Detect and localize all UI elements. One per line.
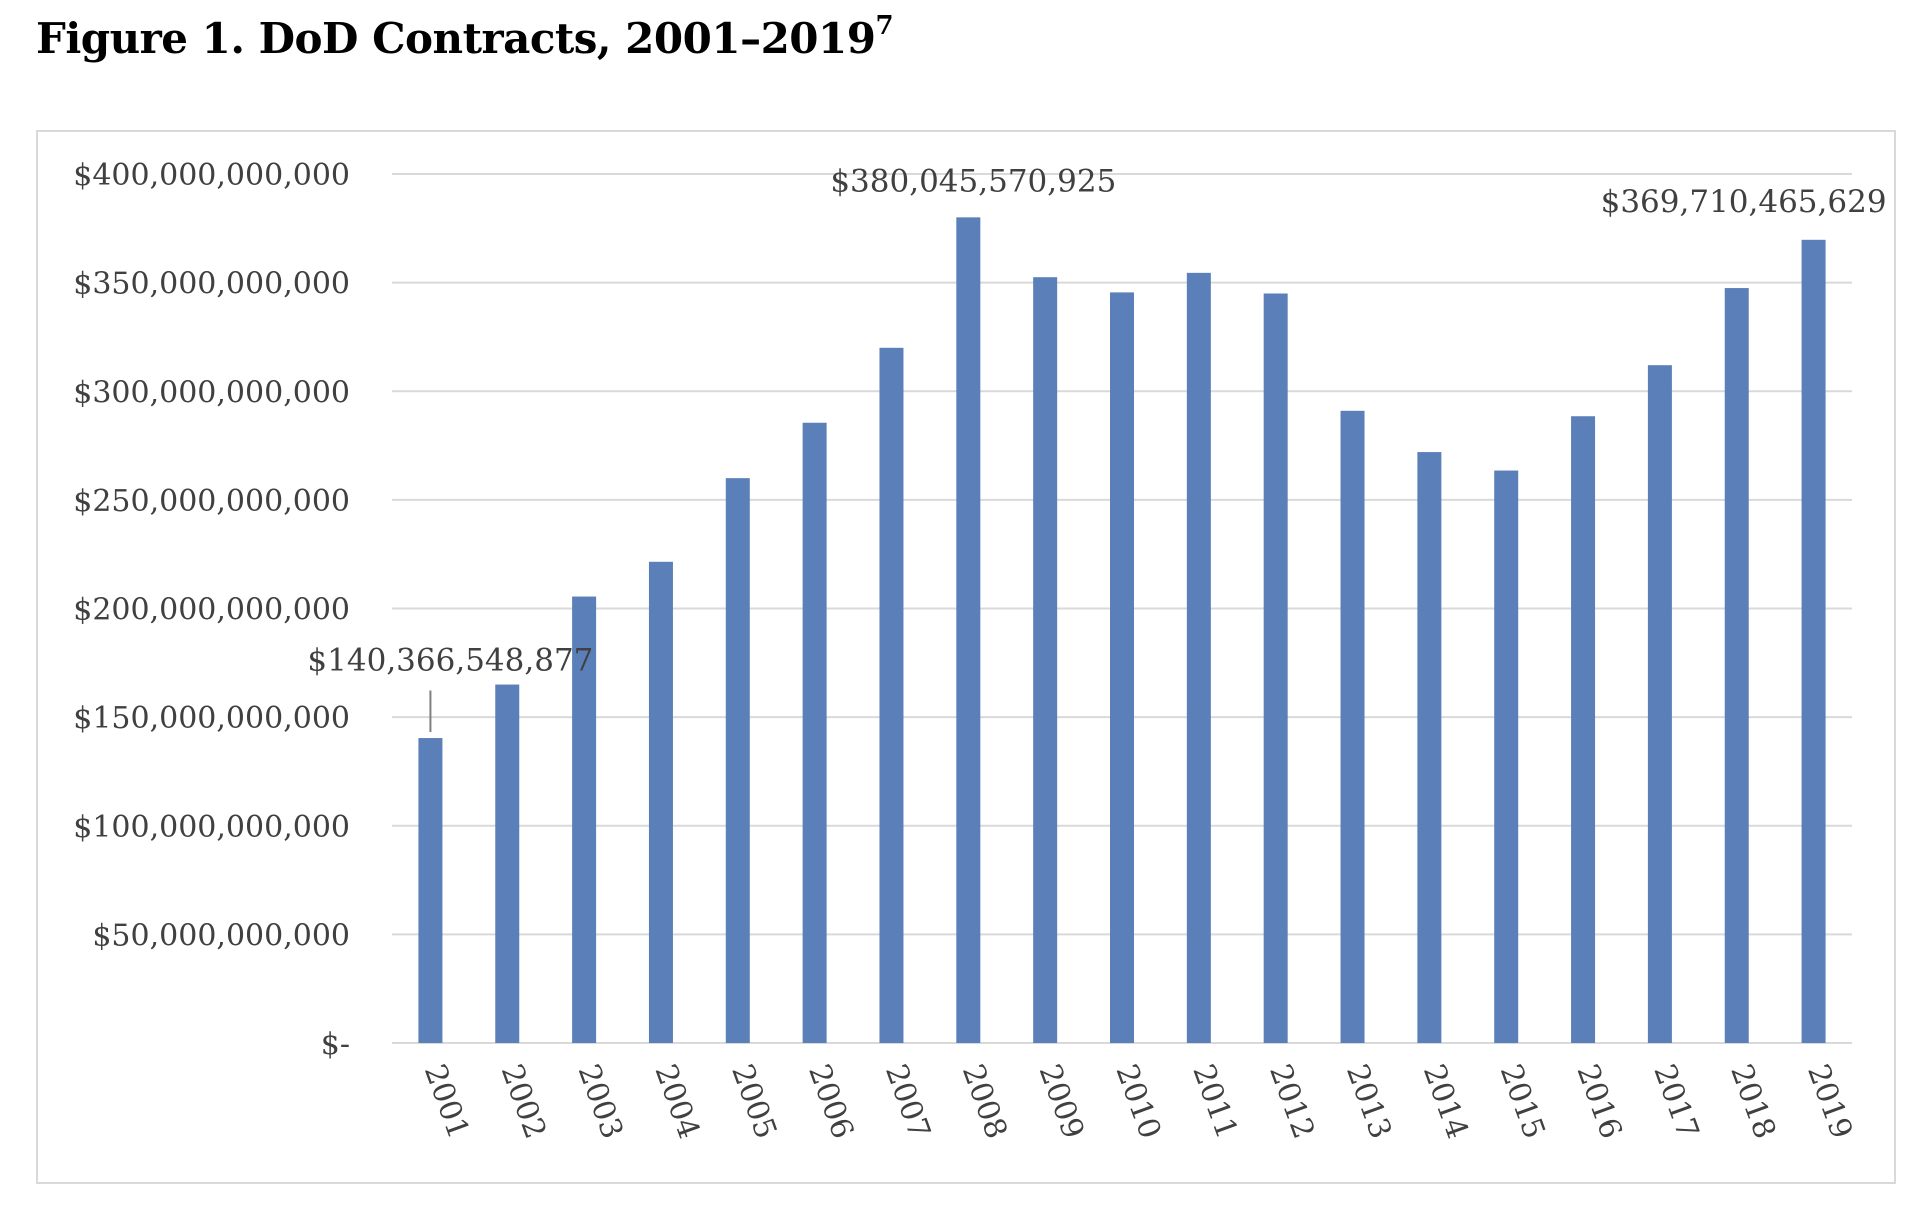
bar-2004 — [648, 561, 673, 1043]
bar-2018 — [1724, 288, 1749, 1043]
bar-2016 — [1571, 416, 1596, 1043]
bar-2017 — [1647, 365, 1672, 1043]
bar-2019 — [1801, 239, 1826, 1043]
x-tick-label: 2003 — [571, 1060, 630, 1144]
bar-2005 — [725, 478, 750, 1043]
y-tick-label: $400,000,000,000 — [73, 158, 350, 193]
bar-2001 — [418, 738, 443, 1043]
x-tick-label: 2009 — [1032, 1060, 1091, 1144]
x-tick-label: 2004 — [647, 1060, 706, 1144]
x-tick-label: 2006 — [801, 1060, 860, 1144]
x-tick-label: 2010 — [1108, 1060, 1167, 1144]
y-tick-label: $200,000,000,000 — [73, 593, 350, 628]
data-label-2001: $140,366,548,877 — [307, 643, 593, 679]
data-label-2019: $369,710,465,629 — [1601, 184, 1887, 220]
x-tick-label: 2008 — [955, 1060, 1014, 1144]
bar-2009 — [1033, 277, 1058, 1044]
bar-2014 — [1417, 452, 1442, 1044]
bar-2006 — [802, 422, 827, 1044]
y-tick-label: $150,000,000,000 — [73, 701, 350, 736]
figure-title: Figure 1. DoD Contracts, 2001–20197 — [36, 11, 894, 63]
x-tick-label: 2012 — [1262, 1060, 1321, 1144]
x-tick-label: 2001 — [417, 1060, 476, 1144]
x-tick-label: 2013 — [1339, 1060, 1398, 1144]
bar-2008 — [956, 217, 981, 1043]
figure-title-text: Figure 1. DoD Contracts, 2001–2019 — [36, 14, 876, 63]
x-tick-label: 2017 — [1646, 1060, 1705, 1144]
data-label-2008: $380,045,570,925 — [830, 163, 1116, 199]
x-tick-label: 2014 — [1416, 1060, 1475, 1144]
data-labels: $140,366,548,877 $380,045,570,925 $369,710… — [307, 163, 1887, 733]
x-tick-label: 2018 — [1723, 1060, 1782, 1144]
bar-2015 — [1494, 470, 1519, 1043]
bars — [418, 217, 1826, 1044]
x-tick-label: 2019 — [1800, 1060, 1859, 1144]
bar-2013 — [1340, 410, 1365, 1043]
footnote-marker: 7 — [875, 11, 894, 41]
y-tick-label: $100,000,000,000 — [73, 810, 350, 845]
x-axis-tick-labels: 2001 2002 2003 2004 2005 2006 2007 2008 2009 2010… — [417, 1060, 1859, 1144]
x-tick-label: 2007 — [878, 1060, 937, 1144]
chart-frame — [36, 130, 1896, 1184]
y-tick-label: $300,000,000,000 — [73, 375, 350, 410]
x-tick-label: 2016 — [1570, 1060, 1629, 1144]
bar-2012 — [1263, 293, 1288, 1043]
bar-2010 — [1110, 292, 1134, 1043]
bar-2007 — [879, 347, 904, 1043]
x-tick-label: 2015 — [1493, 1060, 1552, 1144]
bar-2002 — [495, 684, 520, 1043]
x-tick-label: 2011 — [1185, 1060, 1244, 1144]
x-tick-label: 2002 — [494, 1060, 553, 1144]
bar-2003 — [572, 596, 597, 1043]
y-axis-tick-labels: $- $50,000,000,000 $100,000,000,000 $150,00… — [73, 158, 350, 1062]
y-tick-label: $350,000,000,000 — [73, 267, 350, 302]
y-tick-label: $- — [321, 1027, 350, 1062]
y-tick-label: $50,000,000,000 — [92, 918, 350, 953]
x-tick-label: 2005 — [724, 1060, 783, 1144]
bar-2011 — [1186, 272, 1211, 1043]
y-tick-label: $250,000,000,000 — [73, 484, 350, 519]
